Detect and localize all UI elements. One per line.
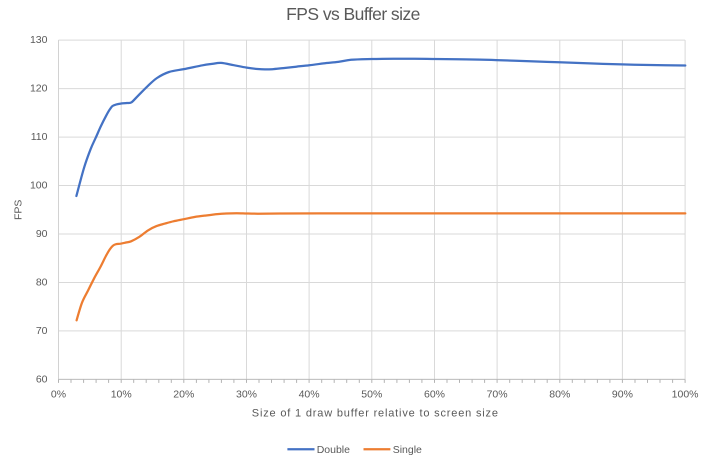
svg-text:30%: 30%	[236, 389, 257, 401]
svg-text:Single: Single	[393, 444, 422, 456]
svg-text:100: 100	[30, 179, 48, 191]
svg-text:110: 110	[31, 131, 48, 143]
svg-text:0%: 0%	[51, 389, 66, 401]
svg-text:130: 130	[30, 34, 48, 46]
svg-text:Double: Double	[317, 444, 350, 456]
svg-text:70: 70	[36, 325, 48, 337]
svg-text:Size of 1 draw buffer relative: Size of 1 draw buffer relative to screen…	[252, 407, 499, 419]
svg-text:80%: 80%	[549, 389, 570, 401]
svg-text:FPS vs Buffer size: FPS vs Buffer size	[286, 4, 420, 24]
svg-text:90%: 90%	[612, 389, 633, 401]
svg-text:60%: 60%	[424, 389, 445, 401]
svg-text:70%: 70%	[487, 389, 508, 401]
svg-text:40%: 40%	[299, 389, 320, 401]
svg-text:FPS: FPS	[13, 200, 25, 220]
svg-text:20%: 20%	[173, 389, 194, 401]
svg-text:120: 120	[30, 83, 48, 95]
svg-text:50%: 50%	[361, 389, 382, 401]
svg-text:10%: 10%	[111, 389, 132, 401]
svg-text:80: 80	[36, 276, 48, 288]
svg-text:60: 60	[36, 373, 48, 385]
svg-text:100%: 100%	[672, 389, 699, 401]
svg-text:90: 90	[36, 228, 48, 240]
